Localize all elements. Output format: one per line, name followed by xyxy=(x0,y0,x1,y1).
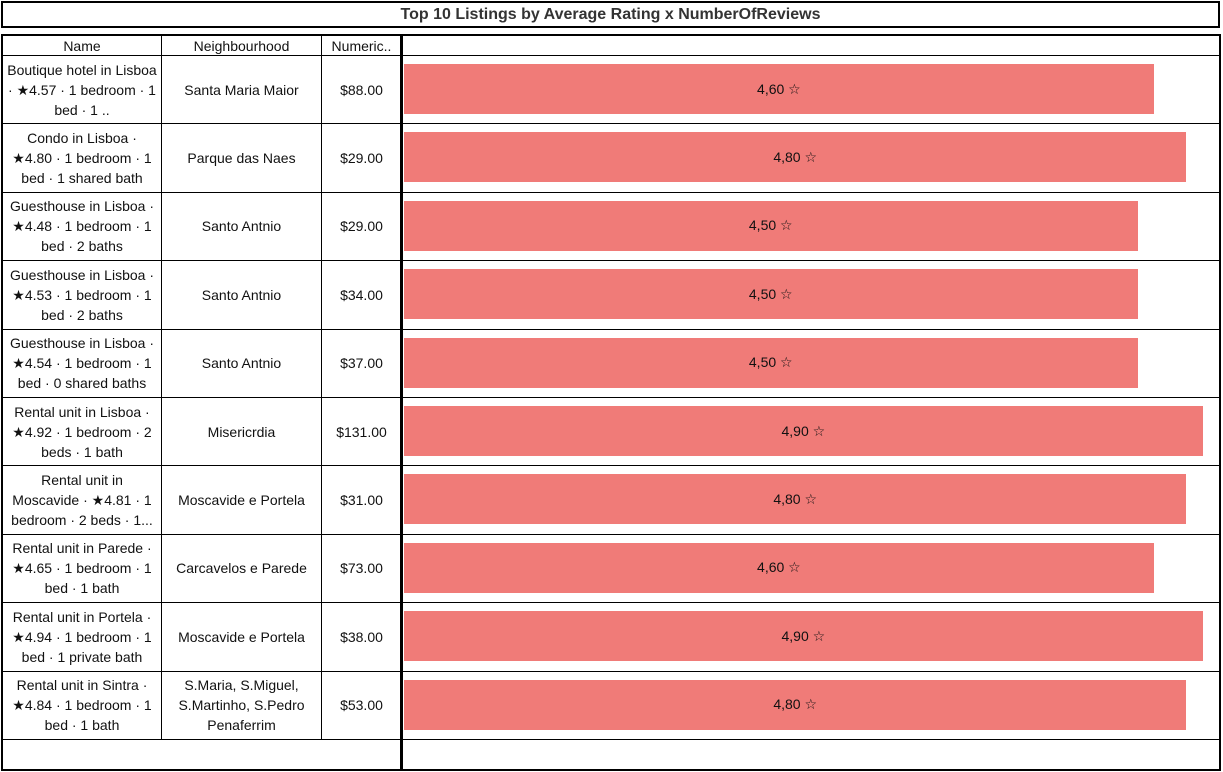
cell-neighbourhood: Carcavelos e Parede xyxy=(176,560,307,577)
cell-neighbourhood: Moscavide e Portela xyxy=(178,492,305,509)
column-header-name[interactable]: Name xyxy=(63,37,101,54)
bar[interactable] xyxy=(404,679,1187,730)
bar[interactable] xyxy=(404,132,1187,183)
bar[interactable] xyxy=(404,474,1187,525)
row-divider xyxy=(2,397,402,398)
cell-numeric: $29.00 xyxy=(340,150,383,167)
cell-name: Boutique hotel in Lisboa · ★4.57 · 1 bed… xyxy=(7,61,157,118)
row-divider xyxy=(2,329,402,330)
row-divider xyxy=(403,260,1220,261)
cell-numeric: $29.00 xyxy=(340,218,383,235)
cell-name: Guesthouse in Lisboa · ★4.53 · 1 bedroom… xyxy=(10,266,154,323)
chart-title: Top 10 Listings by Average Rating x Numb… xyxy=(1,1,1220,28)
row-divider xyxy=(2,260,402,261)
bar-data-label: 4,80 ☆ xyxy=(773,696,818,713)
bar-data-label: 4,60 ☆ xyxy=(757,80,801,97)
cell-numeric: $131.00 xyxy=(336,423,387,440)
cell-numeric: $73.00 xyxy=(340,560,383,577)
cell-name: Rental unit in Portela · ★4.94 · 1 bedro… xyxy=(12,608,152,665)
row-divider xyxy=(2,602,402,603)
bar-chart-panel xyxy=(401,34,1221,771)
cell-neighbourhood: Santo Antnio xyxy=(201,355,282,372)
bar-data-label: 4,80 ☆ xyxy=(773,148,818,165)
cell-neighbourhood: Santo Antnio xyxy=(201,218,282,235)
header-divider xyxy=(2,55,1220,56)
column-header-numeric[interactable]: Numeric.. xyxy=(331,37,392,54)
cell-numeric: $34.00 xyxy=(340,286,383,303)
bar-data-label: 4,90 ☆ xyxy=(781,422,826,439)
bar[interactable] xyxy=(404,200,1138,251)
row-divider xyxy=(403,534,1220,535)
bar[interactable] xyxy=(404,611,1203,662)
cell-name: Rental unit in Lisboa · ★4.92 · 1 bedroo… xyxy=(12,403,152,460)
cell-numeric: $88.00 xyxy=(340,81,383,98)
row-divider xyxy=(2,192,402,193)
row-divider xyxy=(403,465,1220,466)
cell-name: Guesthouse in Lisboa · ★4.48 · 1 bedroom… xyxy=(10,198,154,255)
cell-neighbourhood: Santo Antnio xyxy=(201,286,282,303)
cell-name: Rental unit in Parede · ★4.65 · 1 bedroo… xyxy=(12,540,152,597)
cell-neighbourhood: Misericrdia xyxy=(207,423,276,440)
bar[interactable] xyxy=(404,406,1203,456)
grid-line xyxy=(321,35,322,740)
bar[interactable] xyxy=(404,337,1138,388)
row-divider xyxy=(2,739,402,740)
row-divider xyxy=(403,123,1220,124)
bar-data-label: 4,50 ☆ xyxy=(748,217,793,234)
cell-numeric: $38.00 xyxy=(340,628,383,645)
bar[interactable] xyxy=(404,64,1154,114)
bar[interactable] xyxy=(404,269,1138,320)
cell-name: Condo in Lisboa · ★4.80 · 1 bedroom · 1 … xyxy=(12,130,152,187)
bar-data-label: 4,50 ☆ xyxy=(748,285,793,302)
row-divider xyxy=(403,192,1220,193)
grid-line xyxy=(161,35,162,740)
cell-numeric: $37.00 xyxy=(340,355,383,372)
cell-neighbourhood: Parque das Naes xyxy=(187,150,296,167)
row-divider xyxy=(403,602,1220,603)
cell-neighbourhood: Santa Maria Maior xyxy=(184,81,299,98)
row-divider xyxy=(2,123,402,124)
cell-name: Rental unit in Sintra · ★4.84 · 1 bedroo… xyxy=(12,677,152,734)
row-divider xyxy=(2,534,402,535)
bar-data-label: 4,50 ☆ xyxy=(748,354,793,371)
cell-neighbourhood: Moscavide e Portela xyxy=(178,628,305,645)
row-divider xyxy=(403,397,1220,398)
bar-data-label: 4,60 ☆ xyxy=(757,559,801,576)
row-divider xyxy=(2,465,402,466)
row-divider xyxy=(403,671,1220,672)
cell-numeric: $31.00 xyxy=(340,492,383,509)
cell-name: Guesthouse in Lisboa · ★4.54 · 1 bedroom… xyxy=(10,335,154,392)
bar[interactable] xyxy=(404,542,1154,593)
cell-name: Rental unit in Moscavide · ★4.81 · 1 bed… xyxy=(11,472,153,529)
bar-data-label: 4,80 ☆ xyxy=(773,490,818,507)
row-divider xyxy=(403,329,1220,330)
row-divider xyxy=(2,671,402,672)
cell-neighbourhood: S.Maria, S.Miguel, S.Martinho, S.Pedro P… xyxy=(178,677,305,734)
column-header-neighbourhood[interactable]: Neighbourhood xyxy=(193,37,290,54)
cell-numeric: $53.00 xyxy=(340,697,383,714)
row-divider xyxy=(403,739,1220,740)
bar-data-label: 4,90 ☆ xyxy=(781,627,826,644)
